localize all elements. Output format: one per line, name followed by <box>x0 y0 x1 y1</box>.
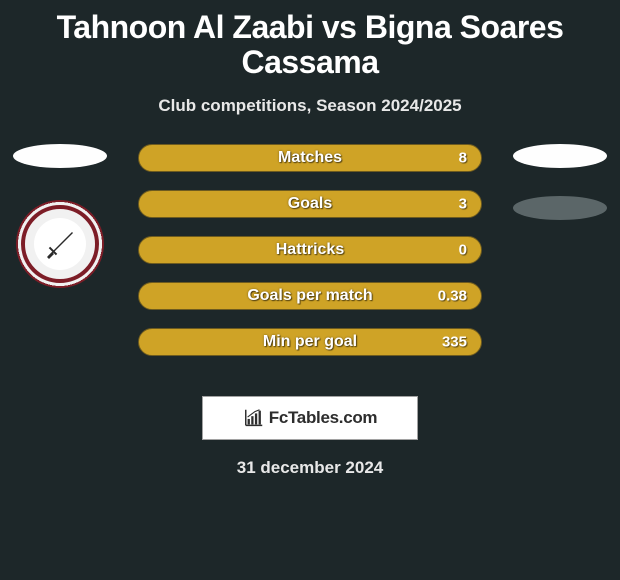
stat-value: 0 <box>459 242 467 259</box>
page-title: Tahnoon Al Zaabi vs Bigna Soares Cassama <box>0 0 620 84</box>
stat-value: 8 <box>459 150 467 167</box>
sword-icon <box>42 226 78 262</box>
subtitle: Club competitions, Season 2024/2025 <box>0 96 620 116</box>
right-player-ellipse-top <box>513 144 607 168</box>
footer-date: 31 december 2024 <box>0 458 620 478</box>
stat-row-min-per-goal: Min per goal 335 <box>138 328 482 356</box>
stat-label: Matches <box>278 149 342 167</box>
watermark-text: FcTables.com <box>269 408 378 428</box>
stat-value: 0.38 <box>438 288 467 305</box>
stat-label: Min per goal <box>263 333 357 351</box>
stat-value: 3 <box>459 196 467 213</box>
watermark: FcTables.com <box>202 396 418 440</box>
stat-label: Hattricks <box>276 241 344 259</box>
left-player-column <box>0 144 120 288</box>
right-player-column <box>500 144 620 220</box>
stat-row-hattricks: Hattricks 0 <box>138 236 482 264</box>
stat-label: Goals <box>288 195 332 213</box>
club-badge-inner <box>34 218 86 270</box>
stat-row-goals-per-match: Goals per match 0.38 <box>138 282 482 310</box>
stats-list: Matches 8 Goals 3 Hattricks 0 Goals per … <box>138 144 482 356</box>
comparison-area: Matches 8 Goals 3 Hattricks 0 Goals per … <box>0 144 620 374</box>
right-player-ellipse-bottom <box>513 196 607 220</box>
stat-value: 335 <box>442 334 467 351</box>
stat-label: Goals per match <box>247 287 372 305</box>
bar-chart-icon <box>243 407 265 429</box>
stat-row-matches: Matches 8 <box>138 144 482 172</box>
left-player-ellipse <box>13 144 107 168</box>
left-club-badge <box>16 200 104 288</box>
stat-row-goals: Goals 3 <box>138 190 482 218</box>
